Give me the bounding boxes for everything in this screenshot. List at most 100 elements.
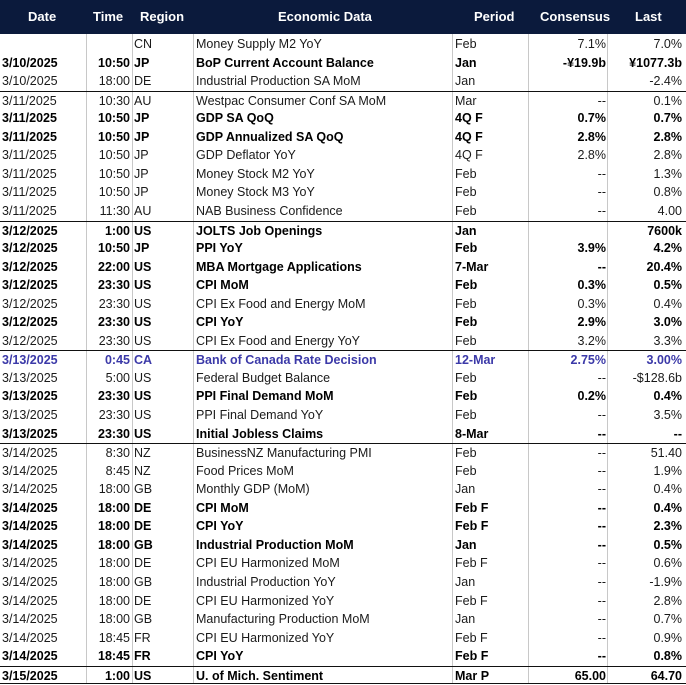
cell-time: 18:00 [98,74,130,89]
cell-consensus: 3.2% [577,333,607,348]
table-row: 3/12/2025 1:00 US JOLTS Job Openings Jan 7600… [0,220,686,241]
table-row: 3/10/2025 18:00 DE Industrial Production SA… [0,72,686,91]
cell-consensus: 0.7% [577,111,607,126]
table-row: 3/12/2025 23:30 US CPI Ex Food and Energy M… [0,295,686,314]
cell-period: Feb F [455,519,489,534]
table-row: 3/14/2025 18:00 DE CPI YoY Feb F -- 2.3% [0,517,686,536]
cell-last: 3.0% [653,315,683,330]
cell-region: JP [134,148,149,163]
cell-time: 23:30 [98,333,130,348]
cell-date: 3/14/2025 [2,593,58,608]
table-row: 3/11/2025 10:50 JP Money Stock M3 YoY Feb -- 0… [0,183,686,202]
cell-consensus: -- [597,463,606,478]
cell-consensus: 2.9% [577,315,607,330]
cell-last: 7600k [647,223,682,238]
table-row: 3/13/2025 23:30 US PPI Final Demand MoM Feb 0… [0,387,686,406]
column-divider [132,34,133,684]
cell-period: Feb F [455,630,488,645]
cell-date: 3/12/2025 [2,315,58,330]
cell-period: Jan [455,482,476,497]
cell-economic-data: CPI Ex Food and Energy MoM [196,296,366,311]
cell-region: JP [134,241,150,256]
cell-last: 4.00 [657,203,682,218]
table-row: 3/11/2025 10:50 JP GDP SA QoQ 4Q F 0.7% 0.7% [0,109,686,128]
cell-economic-data: Industrial Production YoY [196,574,336,589]
cell-last: 0.5% [653,278,683,293]
cell-time: 18:45 [98,649,130,664]
cell-period: Feb [455,278,478,293]
cell-period: Mar [455,93,477,108]
table-row: 3/14/2025 18:00 GB Monthly GDP (MoM) Jan -- 0.… [0,480,686,499]
cell-period: Feb [455,446,477,461]
table-row: 3/12/2025 22:00 US MBA Mortgage Application… [0,258,686,277]
cell-region: DE [134,74,152,89]
cell-period: Feb [455,203,477,218]
cell-time: 23:30 [98,278,130,293]
cell-region: NZ [134,463,151,478]
column-divider [607,34,608,684]
cell-region: US [134,296,152,311]
cell-time: 1:00 [104,668,130,683]
cell-economic-data: Monthly GDP (MoM) [196,482,310,497]
cell-economic-data: U. of Mich. Sentiment [196,668,324,683]
cell-date: 3/14/2025 [2,574,58,589]
cell-time: 18:00 [98,612,130,627]
cell-region: DE [134,519,152,534]
cell-date: 3/14/2025 [2,630,58,645]
table-row: 3/13/2025 23:30 US Initial Jobless Claims 8-… [0,425,686,444]
cell-last: 2.8% [653,129,683,144]
cell-economic-data: PPI YoY [196,241,243,256]
cell-region: JP [134,185,149,200]
cell-time: 22:00 [98,259,130,274]
table-row: CN Money Supply M2 YoY Feb 7.1% 7.0% [0,35,686,54]
cell-time: 18:00 [98,500,130,515]
cell-region: US [134,333,152,348]
cell-period: Feb [455,241,478,256]
table-row: 3/14/2025 18:45 FR CPI EU Harmonized YoY Feb… [0,629,686,648]
table-bottom-border [0,682,686,684]
cell-date: 3/12/2025 [2,333,58,348]
cell-date: 3/12/2025 [2,278,58,293]
cell-date: 3/11/2025 [2,129,57,144]
cell-last: 3.5% [653,408,683,422]
cell-region: US [134,408,152,422]
cell-period: Jan [455,574,476,589]
cell-date: 3/14/2025 [2,482,58,497]
table-row: 3/13/2025 5:00 US Federal Budget Balance Feb… [0,369,686,388]
cell-consensus: 2.8% [577,148,607,163]
column-divider [528,34,529,684]
header-region: Region [140,9,185,24]
table-row: 3/14/2025 18:00 DE CPI MoM Feb F -- 0.4% [0,499,686,518]
cell-region: GB [134,537,153,552]
cell-period: 8-Mar [455,426,489,441]
cell-time: 18:00 [98,519,130,534]
cell-time: 10:50 [98,111,130,126]
header-time: Time [93,9,124,24]
cell-period: Mar P [455,668,490,683]
table-row: 3/12/2025 23:30 US CPI YoY Feb 2.9% 3.0% [0,313,686,332]
cell-last: 64.70 [650,668,682,683]
cell-consensus: -- [597,93,606,108]
cell-period: Feb F [455,593,488,608]
cell-consensus: -- [597,203,606,218]
cell-region: US [134,259,152,274]
table-row: 3/10/2025 10:50 JP BoP Current Account Bala… [0,54,686,73]
cell-last: 3.3% [653,333,683,348]
cell-consensus: 2.75% [570,353,606,368]
cell-time: 18:00 [98,482,130,497]
cell-time: 23:30 [98,296,130,311]
cell-economic-data: JOLTS Job Openings [196,223,323,238]
cell-consensus: 3.9% [577,241,607,256]
cell-region: US [134,668,152,683]
table-row: 3/14/2025 18:00 GB Manufacturing Production… [0,610,686,629]
cell-date: 3/12/2025 [2,296,58,311]
cell-consensus: -- [597,612,606,627]
cell-consensus: -- [597,574,606,589]
table-row: 3/11/2025 10:50 JP GDP Annualized SA QoQ 4Q … [0,128,686,147]
cell-economic-data: PPI Final Demand YoY [196,408,324,422]
cell-time: 18:00 [98,574,130,589]
cell-last: 20.4% [646,259,682,274]
cell-economic-data: BusinessNZ Manufacturing PMI [196,446,372,461]
table-row: 3/12/2025 23:30 US CPI MoM Feb 0.3% 0.5% [0,276,686,295]
